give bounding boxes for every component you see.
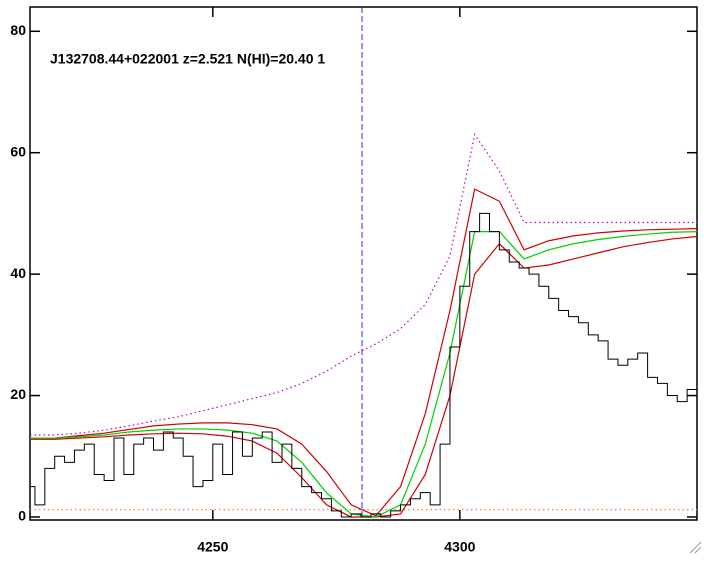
x-tick-label: 4250: [197, 539, 228, 555]
y-tick-label: 0: [18, 508, 26, 524]
model-line: [30, 132, 697, 436]
y-tick-label: 20: [10, 386, 26, 402]
y-tick-label: 60: [10, 143, 26, 159]
model-line: [30, 231, 698, 518]
plot-frame: [29, 6, 698, 521]
annotation: J132708.44+022001 z=2.521 N(HI)=20.40 1: [50, 51, 325, 67]
y-tick-label: 40: [10, 265, 26, 281]
flux-histogram: [30, 212, 697, 518]
model-line: [30, 188, 698, 517]
x-tick-label: 4300: [444, 539, 475, 555]
y-tick-label: 80: [10, 22, 26, 38]
resize-grip: [689, 541, 702, 554]
